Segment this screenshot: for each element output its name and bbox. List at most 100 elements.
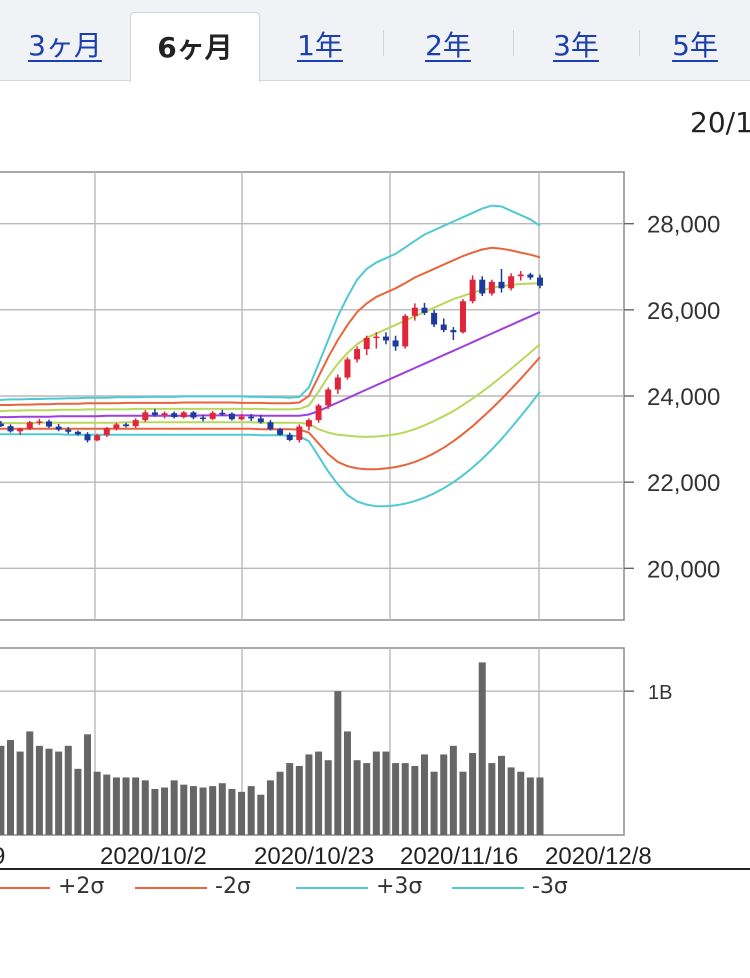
volume-bar [536,777,544,835]
legend-label: +3σ [376,874,423,899]
candle-body [55,426,62,430]
candle-body [209,412,216,419]
legend-swatch [296,887,368,889]
volume-bar [26,731,34,835]
candle-body [46,421,53,427]
volume-bar [430,771,438,835]
legend-label: -2σ [215,874,251,899]
date-tick-label: 2020/10/23 [254,843,374,870]
volume-bar [392,763,400,835]
volume-bar [141,780,149,835]
candle-body [421,307,428,313]
band-line-plus1sigma [0,282,541,413]
band-line-plus3sigma [0,204,541,401]
candle-body [440,324,447,331]
candle-body [527,274,534,278]
volume-bar [74,768,82,835]
tab-1-year[interactable]: 1年 [297,29,343,62]
volume-bar [218,783,226,835]
volume-bar [420,754,428,835]
volume-bar [507,767,515,835]
candle-body [508,276,515,289]
volume-bar [286,763,294,835]
candle-body [286,434,293,440]
candle-body [74,431,81,435]
legend-label: +2σ [58,874,105,899]
candle-body [325,389,332,406]
volume-bar [401,763,409,835]
legend-item-plus3sigma: +3σ [296,870,446,906]
candle-body [219,412,226,415]
candle-body [238,416,245,420]
candle-body [161,413,168,415]
date-tick-label: 9 [0,843,5,870]
tab-6-months[interactable]: 6ヶ月 [130,12,260,82]
candle-body [190,412,197,418]
date-tick-label: 2020/10/2 [100,843,207,870]
volume-bar [324,760,332,835]
legend-swatch [135,887,207,889]
volume-bar [334,691,342,835]
candle-body [0,423,4,427]
tab-divider [383,30,384,56]
candle-body [354,349,361,360]
band-line-MA [0,311,541,419]
tab-3-years[interactable]: 3年 [553,29,599,62]
candle-body [142,412,149,421]
candle-body [84,434,91,441]
candle-body [431,312,438,325]
tab-5-years[interactable]: 5年 [672,29,718,62]
candle-body [94,435,101,441]
price-tick-label: 22,000 [647,470,720,497]
candle-body [363,337,370,350]
range-tabbar: 3ヶ月 6ヶ月 1年 2年 3年 5年 [0,0,750,82]
band-line-plus2sigma [0,246,541,407]
volume-bar [478,662,486,835]
candle-body [315,405,322,421]
volume-bar [238,791,246,835]
candle-body [373,336,380,339]
volume-bar [411,765,419,835]
date-tick-label: 2020/12/8 [545,843,652,870]
legend-swatch [452,887,524,889]
volume-bar [449,745,457,835]
candle-body [132,420,139,427]
band-line-minus2sigma [0,356,541,471]
volume-bar [247,786,255,835]
candle-body [257,418,264,423]
candle-body [171,413,178,418]
candle-body [180,412,187,418]
stock-chart: 28,000 26,000 24,000 22,000 20,000 1B 9 2020/10… [0,171,720,870]
candle-body [103,428,110,436]
volume-bar [257,794,265,835]
volume-bar [180,784,188,835]
candle-body [392,340,399,347]
volume-bar [0,745,5,835]
candle-body [537,277,543,286]
volume-bar [343,731,351,835]
price-tick-label: 24,000 [647,384,720,411]
candle-body [65,429,72,432]
candle-body [411,307,418,316]
volume-bar [363,763,371,835]
volume-bar [266,780,274,835]
volume-bar [276,771,284,835]
volume-bar [55,751,63,835]
volume-bar [7,740,15,835]
price-tick-label: 26,000 [647,298,720,325]
volume-bar [103,774,111,835]
candle-body [334,377,341,390]
band-line-minus1sigma [0,343,541,438]
candle-body [450,330,457,333]
volume-bar [189,786,197,835]
candle-body [488,281,495,294]
candle-body [296,426,303,440]
date-tick-label: 2020/11/16 [400,843,518,870]
candle-body [36,421,43,423]
volume-bar [488,763,496,835]
tab-3-months[interactable]: 3ヶ月 [28,29,102,62]
tab-2-years[interactable]: 2年 [425,29,471,62]
candle-body [113,424,120,429]
candle-body [7,426,14,432]
price-tick-label: 28,000 [647,212,720,239]
